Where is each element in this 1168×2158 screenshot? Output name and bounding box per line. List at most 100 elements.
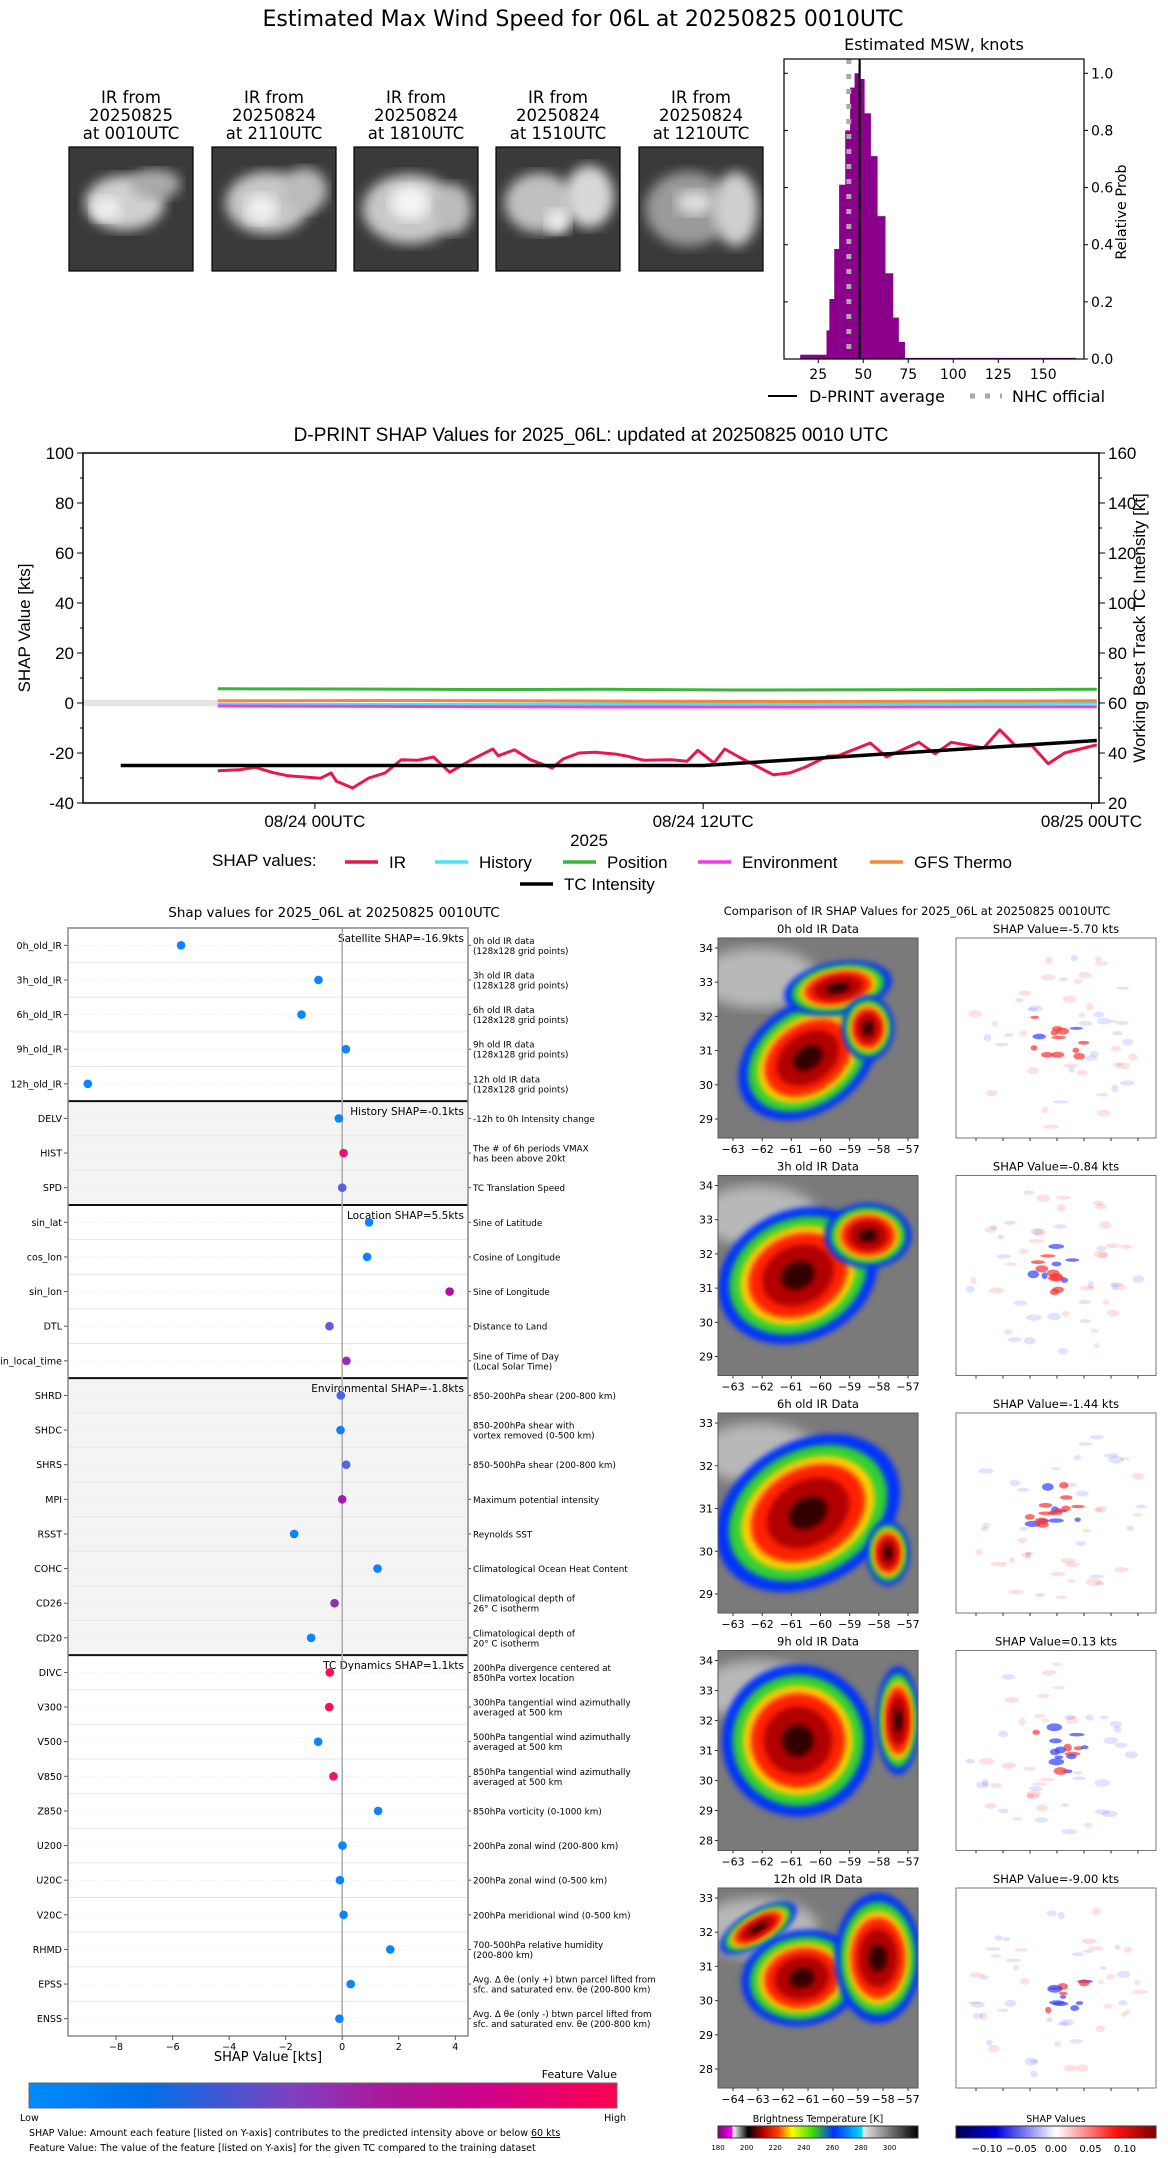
feature-description: (128x128 grid points): [473, 1085, 569, 1095]
bt-tick-label: 280: [854, 2144, 867, 2152]
feature-name-label: DIVC: [39, 1668, 63, 1679]
cloud-blob: [676, 190, 714, 216]
shap-map-blob: [1004, 1220, 1016, 1226]
shap-map-blob: [1028, 1238, 1045, 1243]
lat-tick-label: 28: [699, 2063, 713, 2076]
lat-tick-label: 31: [699, 1045, 713, 1058]
shap-map-blob: [1111, 1283, 1118, 1291]
x-tick-label: 08/24 00UTC: [264, 812, 365, 831]
lon-tick-label: −58: [867, 1856, 890, 1869]
shap-map-blob: [1026, 1792, 1040, 1800]
shap-map-blob: [1109, 1019, 1118, 1024]
thumbnail-label: at 1510UTC: [510, 124, 607, 143]
shap-map-blob: [969, 1972, 985, 1978]
legend-title: SHAP values:: [212, 851, 317, 870]
ir-image: [718, 1650, 918, 1851]
shap-map-blob: [983, 1033, 992, 1042]
lat-tick-label: 33: [699, 1892, 713, 1905]
shap-map-blob: [1009, 1479, 1021, 1487]
shap-map-blob: [1085, 1055, 1098, 1061]
lat-tick-label: 33: [699, 976, 713, 989]
shap-dot-SHRD: [336, 1391, 346, 1400]
feature-description: 6h old IR data: [473, 1006, 535, 1016]
shap-map-blob: [989, 1224, 998, 1230]
shap-map-blob: [1076, 2064, 1089, 2072]
shap-colorbar: [955, 2125, 1157, 2139]
shap-map-blob: [1066, 1753, 1077, 1760]
shap-map-blob: [976, 1781, 990, 1789]
shap-map-blob: [1073, 1771, 1083, 1775]
feature-description: 850-200hPa shear (200-800 km): [473, 1392, 616, 1402]
y-axis-label: SHAP Value [kts]: [15, 564, 34, 693]
feature-description: Avg. Δ θe (only -) btwn parcel lifted fr…: [473, 2010, 652, 2020]
x-axis-label: SHAP Value [kts]: [214, 2050, 322, 2065]
shap-map-blob: [1045, 2006, 1052, 2014]
shap-colorbar-title: SHAP Values: [1026, 2114, 1086, 2125]
feature-description: 0h old IR data: [473, 937, 535, 947]
shap-map-blob: [1087, 1280, 1094, 1289]
ir-cloud-band: [893, 1709, 903, 1732]
shap-map-blob: [1071, 1952, 1085, 1957]
shap-map-blob: [1039, 1777, 1055, 1782]
feature-description: 300hPa tangential wind azimuthally: [473, 1699, 631, 1709]
cloud-blob: [389, 185, 430, 221]
shap-map-blob: [1074, 1517, 1081, 1522]
shap-map-blob: [1103, 1737, 1119, 1745]
x-tick-label: 08/25 00UTC: [1041, 812, 1142, 831]
thumbnail-label: 20250824: [516, 106, 600, 125]
shap-map-blob: [1097, 1979, 1105, 1985]
feature-name-label: 9h_old_IR: [17, 1045, 63, 1056]
shap-map-blob: [1069, 1026, 1083, 1030]
shap-map-pattern: [965, 1662, 1139, 1854]
shap-dot-9h_old_IR: [341, 1044, 351, 1054]
shap-map-blob: [1056, 2022, 1069, 2027]
shap-map-blob: [1041, 1106, 1049, 1114]
lon-tick-label: −60: [821, 2093, 844, 2106]
ir-frame: [717, 1175, 919, 1376]
shap-map-blob: [1091, 1907, 1101, 1916]
shap-map-blob: [1120, 1080, 1135, 1086]
thumbnail-label: 20250824: [232, 106, 316, 125]
feature-name-label: RSST: [38, 1529, 63, 1540]
feature-name-label: MPI: [45, 1495, 62, 1506]
shap-map-blob: [980, 1527, 989, 1532]
shap-map-blob: [1132, 1989, 1148, 1995]
feature-name-label: HIST: [40, 1149, 62, 1160]
histogram-bar: [892, 317, 899, 359]
feature-description: (200-800 km): [473, 1951, 533, 1961]
y-tick-label: 0: [65, 694, 74, 713]
lat-tick-label: 34: [699, 1655, 713, 1668]
shap-map-blob: [1115, 1742, 1128, 1749]
legend-label-nhc: NHC official: [1012, 387, 1105, 406]
comparison-panel: 9h old IR Data SHAP Value=0.13 kts 34 33 32 3…: [699, 1635, 1157, 1869]
shap-dot-V300: [324, 1702, 334, 1712]
feature-name-label: V500: [37, 1737, 62, 1748]
footer-feature-note: Feature Value: The value of the feature …: [29, 2143, 536, 2154]
shap-map-blob: [1052, 1686, 1066, 1690]
histogram-bar: [898, 341, 905, 359]
shap-map-blob: [1123, 1946, 1133, 1953]
bt-tick-label: 300: [883, 2144, 896, 2152]
feature-description: Sine of Longitude: [473, 1288, 550, 1298]
shap-map-blob: [1033, 1228, 1047, 1237]
x-tick-label: 150: [1030, 367, 1057, 383]
bt-tick-label: 260: [826, 2144, 839, 2152]
shap-map-blob: [997, 1234, 1005, 1240]
shap-dot-SHDC: [336, 1425, 345, 1435]
shap-map-blob: [1030, 1227, 1044, 1235]
bt-colorbar: [717, 2125, 919, 2139]
msw-histogram: Estimated MSW, knots 25 50 75 100 125 150 0.0 0.…: [768, 35, 1130, 406]
feature-description: averaged at 500 km: [473, 1709, 562, 1719]
shap-dot-12h_old_IR: [83, 1079, 93, 1089]
shap-map-blob: [1050, 1051, 1065, 1058]
shap-map-blob: [1018, 1717, 1026, 1726]
x-tick-label: 2: [396, 2042, 402, 2053]
y-tick-label: 40: [55, 594, 74, 613]
shap-map-blob: [998, 1561, 1007, 1568]
shap-dot-ENSS: [335, 2014, 344, 2023]
shap-map-blob: [1050, 1029, 1058, 1036]
shap-map-blob: [979, 1975, 989, 1980]
series-line-gfs-thermo: [217, 699, 1097, 703]
shap-map-blob: [990, 1561, 1001, 1567]
